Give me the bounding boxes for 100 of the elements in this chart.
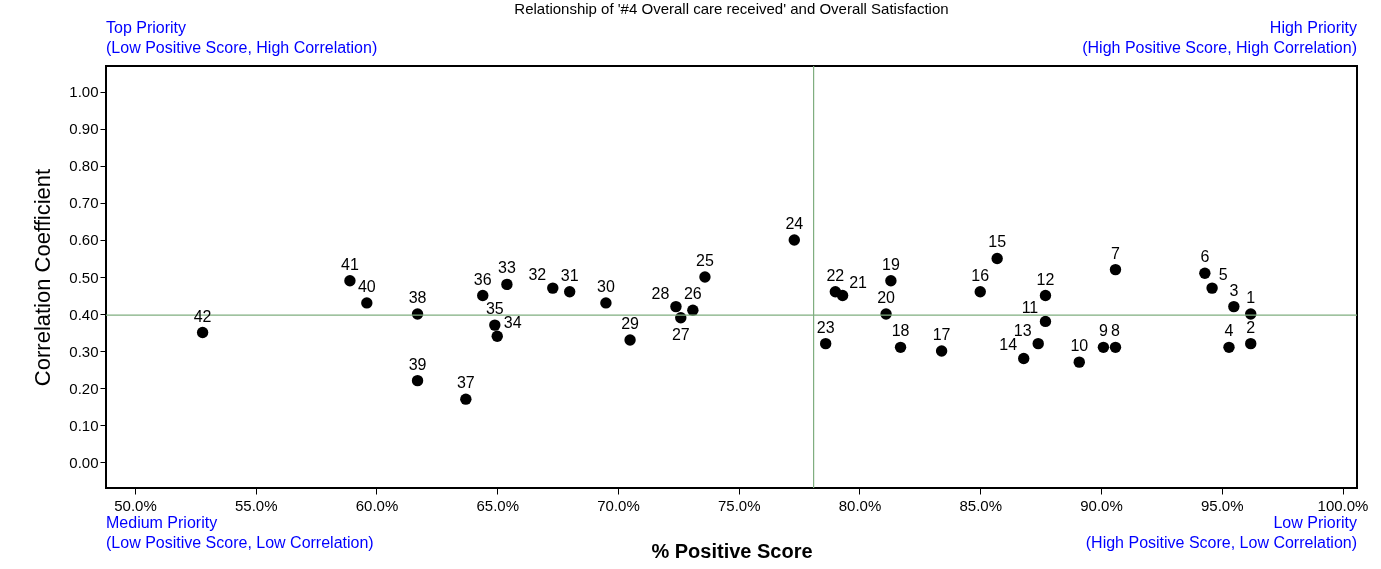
annotation: 35 — [485, 300, 504, 318]
annotation: 33 — [498, 259, 516, 277]
annotation: 22 — [826, 266, 845, 284]
point — [411, 374, 424, 387]
annotation: 17 — [932, 326, 951, 344]
point — [491, 330, 503, 342]
point — [361, 297, 373, 309]
annotation: 4 — [1224, 322, 1234, 340]
annotation: 36 — [473, 270, 492, 288]
annotation: 2 — [1246, 318, 1256, 336]
point — [1097, 341, 1110, 354]
y-tick-label: 0.30 — [69, 342, 99, 360]
annotation: 9 — [1098, 322, 1108, 340]
annotation: 37 — [456, 374, 475, 392]
x-tick-label: 90.0% — [1080, 496, 1123, 514]
point — [624, 334, 636, 346]
annotation: 25 — [696, 252, 714, 269]
point — [477, 289, 489, 302]
point — [1039, 289, 1052, 302]
chart-title: Relationship of '#4 Overall care received' and Overall Satisfaction — [514, 0, 949, 17]
y-tick-label: 0.00 — [69, 453, 99, 471]
y-tick-label: 0.50 — [69, 268, 99, 286]
annotation: 13 — [1013, 321, 1032, 339]
x-tick-label: 80.0% — [838, 496, 882, 514]
point — [894, 341, 907, 354]
point — [819, 337, 832, 350]
x-tick-label: 65.0% — [476, 496, 520, 514]
annotation: 34 — [503, 314, 522, 332]
point — [1223, 341, 1235, 354]
y-axis-title: Correlation Coefficient — [30, 168, 56, 387]
annotation: 16 — [971, 266, 990, 284]
text: Low Priority (High Positive Score, Low Correlation) — [1085, 514, 1357, 551]
annotation: 12 — [1036, 270, 1055, 288]
annotation: 7 — [1111, 244, 1121, 262]
y-tick-label: 0.90 — [69, 120, 99, 138]
annotation: 32 — [528, 266, 547, 284]
x-axis-title: % Positive Score — [651, 539, 813, 562]
point — [1109, 341, 1122, 354]
point — [501, 278, 513, 291]
point — [885, 275, 897, 287]
annotation: 30 — [597, 277, 615, 295]
point — [1199, 267, 1211, 279]
point — [489, 319, 501, 331]
annotation: 18 — [891, 322, 910, 340]
point — [974, 286, 986, 298]
point — [1245, 337, 1257, 350]
x-tick-label: 55.0% — [234, 496, 278, 514]
y-tick-label: 0.70 — [69, 194, 99, 212]
x-tick-label: 85.0% — [959, 496, 1003, 514]
annotation: 10 — [1070, 337, 1089, 355]
annotation: 6 — [1200, 248, 1210, 266]
y-tick-label: 0.40 — [69, 305, 99, 323]
point — [670, 300, 682, 313]
annotation: 31 — [560, 266, 579, 284]
x-tick-label: 70.0% — [597, 496, 640, 514]
y-tick-label: 0.80 — [69, 157, 99, 175]
point — [563, 286, 576, 298]
point — [1228, 300, 1240, 313]
point — [1073, 356, 1085, 368]
annotation: 14 — [999, 336, 1018, 354]
text: Top Priority (Low Positive Score, High Correlation) — [106, 19, 378, 56]
annotation: 8 — [1111, 322, 1121, 340]
text: Medium Priority (Low Positive Score, Low Correlation) — [106, 514, 374, 551]
point — [829, 286, 842, 298]
text: High Priority (High Positive Score, High Correlation) — [1082, 19, 1357, 56]
point — [1032, 337, 1044, 350]
point — [1206, 282, 1218, 294]
annotation: 26 — [683, 285, 702, 303]
x-tick-label: 50.0% — [114, 496, 157, 514]
y-tick-label: 0.10 — [69, 416, 99, 434]
annotation: 38 — [408, 289, 427, 307]
x-tick-label: 95.0% — [1200, 496, 1244, 514]
point — [788, 234, 800, 246]
point — [1039, 315, 1052, 328]
annotation: 41 — [341, 255, 359, 273]
annotation: 24 — [785, 214, 804, 232]
annotation: 29 — [621, 314, 640, 332]
annotation: 5 — [1218, 266, 1228, 284]
point — [344, 275, 356, 287]
annotation: 11 — [1021, 299, 1039, 317]
y-tick-label: 1.00 — [69, 83, 99, 101]
annotation: 23 — [816, 318, 835, 336]
annotation: 1 — [1246, 289, 1256, 307]
annotation: 19 — [882, 255, 900, 273]
annotation: 21 — [849, 273, 868, 291]
x-tick-label: 100.0% — [1317, 496, 1369, 514]
annotation: 3 — [1229, 281, 1239, 299]
annotation: 40 — [357, 277, 376, 295]
annotation: 27 — [671, 325, 690, 343]
annotation: 20 — [877, 289, 896, 307]
x-tick-label: 60.0% — [355, 496, 399, 514]
annotation: 42 — [193, 307, 212, 325]
y-tick-label: 0.60 — [69, 231, 99, 249]
point — [1018, 352, 1030, 365]
point — [460, 393, 472, 405]
point — [600, 297, 612, 309]
annotation: 28 — [651, 284, 670, 302]
point — [196, 326, 209, 339]
annotation: 15 — [988, 233, 1007, 251]
point — [991, 252, 1003, 265]
